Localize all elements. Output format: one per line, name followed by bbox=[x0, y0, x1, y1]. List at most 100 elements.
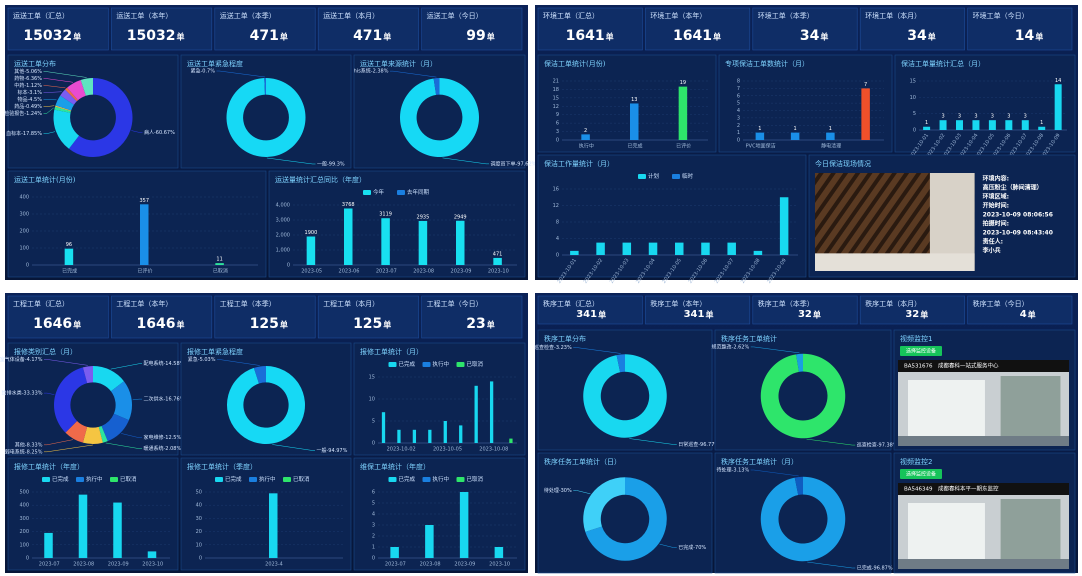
legend-label: 临时 bbox=[682, 172, 694, 180]
chart-title: 秩序工单分布 bbox=[544, 334, 586, 343]
y-tick-label: 15 bbox=[553, 95, 559, 101]
legend-swatch bbox=[363, 190, 371, 195]
kpi-unit: 单 bbox=[813, 310, 821, 320]
y-tick-label: 16 bbox=[553, 187, 559, 193]
kpi-label: 秩序工单（今日） bbox=[973, 299, 1029, 308]
donut-label: 其他-8.33% bbox=[15, 441, 43, 448]
bar-value-label: 471 bbox=[493, 251, 503, 257]
bar-value-label: 3 bbox=[1024, 114, 1027, 120]
x-tick-label: 2023-10 bbox=[488, 269, 509, 275]
kpi-label: 运送工单（本季） bbox=[220, 11, 276, 20]
chart-card bbox=[537, 54, 717, 153]
bar-value-label: 19 bbox=[680, 80, 686, 86]
bar bbox=[113, 502, 122, 558]
donut-label: 待处理-3.13% bbox=[717, 466, 750, 473]
video-scene bbox=[1000, 499, 1061, 565]
kpi-label: 工程工单（本季） bbox=[220, 299, 276, 308]
x-tick-label: 2023-09 bbox=[108, 562, 129, 568]
chart-title: 报修类别汇总（月） bbox=[14, 347, 77, 356]
donut-slice bbox=[53, 367, 88, 433]
donut-label: his系统-2.38% bbox=[354, 68, 389, 75]
kpi-card bbox=[537, 295, 643, 325]
kpi-card bbox=[645, 7, 751, 51]
kpi-value: 34 bbox=[907, 28, 927, 44]
donut-label: 家电维修-12.5% bbox=[144, 434, 182, 441]
field-value: 2023-10-09 08:43:40 bbox=[983, 230, 1053, 237]
bar bbox=[779, 197, 789, 255]
donut-slice bbox=[226, 366, 305, 445]
y-tick-label: 20 bbox=[196, 529, 202, 535]
x-tick-label: 已完成 bbox=[62, 268, 77, 275]
donut-slice bbox=[55, 105, 72, 112]
video-button[interactable] bbox=[900, 469, 942, 479]
label-leader bbox=[272, 444, 315, 451]
kpi-label: 工程工单（本月） bbox=[323, 299, 379, 308]
y-tick-label: 5 bbox=[372, 501, 375, 507]
y-tick-label: 6 bbox=[556, 121, 559, 127]
bar-value-label: 1 bbox=[1040, 120, 1043, 126]
donut-label: 紧急-5.03% bbox=[188, 356, 216, 363]
video-device: BA531676 bbox=[904, 364, 933, 370]
video-button-label[interactable]: 选择监控设备 bbox=[906, 471, 936, 478]
donut-slice bbox=[80, 78, 93, 96]
chart-title: 视频监控2 bbox=[900, 457, 932, 466]
x-tick-label: 2023-10 bbox=[489, 562, 510, 568]
kpi-unit: 单 bbox=[487, 32, 495, 42]
video-button[interactable] bbox=[900, 346, 942, 356]
kpi-label: 秩序工单（本年） bbox=[650, 299, 706, 308]
x-tick-label: 2023-09 bbox=[451, 269, 472, 275]
label-leader bbox=[121, 433, 142, 438]
x-tick-label: 2023-07 bbox=[376, 269, 397, 275]
donut-label: 巡查检查-97.38% bbox=[857, 442, 898, 449]
kpi-unit: 单 bbox=[920, 310, 928, 320]
y-tick-label: 10 bbox=[369, 397, 375, 403]
chart-card bbox=[537, 154, 807, 278]
x-tick-label: 2023-4 bbox=[265, 562, 283, 568]
legend-swatch bbox=[672, 174, 680, 179]
label-leader bbox=[43, 78, 74, 83]
donut-slice bbox=[583, 354, 667, 438]
chart-card bbox=[7, 170, 267, 278]
label-leader bbox=[217, 359, 260, 366]
y-tick-label: 2 bbox=[737, 123, 740, 129]
donut-slice bbox=[55, 95, 74, 111]
bar bbox=[939, 120, 947, 130]
y-tick-label: 0 bbox=[26, 556, 29, 562]
video-button-label[interactable]: 选择监控设备 bbox=[906, 348, 936, 355]
bar-value-label: 357 bbox=[139, 198, 149, 204]
kpi-card bbox=[421, 295, 523, 339]
label-leader bbox=[43, 105, 55, 107]
bar bbox=[622, 242, 632, 255]
bar bbox=[443, 421, 447, 443]
y-tick-label: 5 bbox=[913, 111, 916, 117]
donut-label: 调度员下单-97.62% bbox=[491, 160, 537, 167]
donut-label: 已完成-70% bbox=[678, 544, 706, 551]
kpi-card bbox=[967, 295, 1073, 325]
y-tick-label: 0 bbox=[199, 556, 202, 562]
donut-slice bbox=[60, 89, 77, 105]
bar-value-label: 2949 bbox=[454, 214, 467, 220]
y-tick-label: 8 bbox=[737, 79, 740, 85]
y-tick-label: 15 bbox=[369, 375, 375, 381]
bar bbox=[425, 525, 434, 558]
donut-label: 给排水类-33.33% bbox=[2, 390, 43, 397]
donut-slice bbox=[65, 87, 78, 102]
y-tick-label: 2,000 bbox=[276, 233, 290, 239]
y-tick-label: 3 bbox=[737, 115, 740, 121]
donut-label: 弱电系统-8.25% bbox=[5, 448, 43, 455]
y-tick-label: 0 bbox=[26, 263, 29, 269]
x-tick-label: 2023-07 bbox=[385, 562, 406, 568]
kpi-value: 341 bbox=[576, 309, 597, 320]
x-tick-label: 已取消 bbox=[213, 268, 228, 275]
donut-label: 血标本-17.85% bbox=[6, 130, 42, 137]
bar bbox=[269, 493, 278, 558]
y-tick-label: 1,000 bbox=[276, 248, 290, 254]
chart-title: 保洁工作量统计（月） bbox=[544, 159, 614, 168]
x-tick-label: 静电清理 bbox=[821, 143, 841, 150]
y-tick-label: 0 bbox=[372, 556, 375, 562]
legend-swatch bbox=[422, 477, 431, 482]
chart-title: 秩序任务工单统计（日） bbox=[544, 457, 621, 466]
field-value: 李小兵 bbox=[982, 247, 1001, 255]
donut-slice bbox=[82, 426, 103, 444]
